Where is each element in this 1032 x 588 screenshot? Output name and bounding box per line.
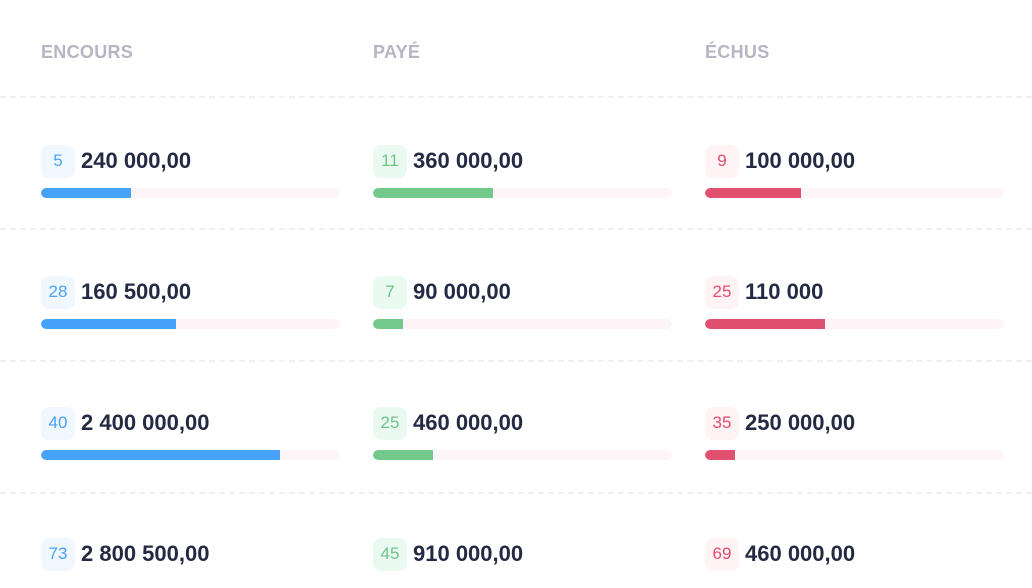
count-badge: 25 (373, 406, 407, 440)
amount: 100 000,00 (745, 148, 856, 173)
row-divider (0, 228, 1032, 230)
amount: 2 800 500,00 (81, 541, 210, 566)
count-badge: 7 (373, 275, 407, 309)
count-badge: 40 (41, 406, 75, 440)
progress-fill (41, 319, 176, 329)
amount: 360 000,00 (413, 148, 524, 173)
column-header-encours: ENCOURS (41, 42, 134, 62)
paye-cell[interactable]: 25 460 000,00 (373, 406, 672, 460)
progress-fill (41, 450, 281, 460)
count-badge: 9 (705, 144, 739, 178)
paye-cell[interactable]: 7 90 000,00 (373, 275, 672, 329)
count-badge: 11 (373, 144, 407, 178)
encours-cell[interactable]: 28 160 500,00 (41, 275, 340, 329)
echus-cell[interactable]: 25 110 000 (705, 275, 1004, 329)
progress-bar (41, 319, 340, 329)
progress-fill (705, 450, 735, 460)
amount: 910 000,00 (413, 541, 524, 566)
paye-cell[interactable]: 11 360 000,00 (373, 144, 672, 198)
progress-fill (373, 450, 433, 460)
count-badge: 25 (705, 275, 739, 309)
echus-cell[interactable]: 9 100 000,00 (705, 144, 1004, 198)
progress-fill (705, 188, 801, 198)
progress-fill (705, 319, 825, 329)
progress-bar (705, 188, 1004, 198)
amount: 460 000,00 (745, 541, 856, 566)
count-badge: 69 (705, 537, 739, 571)
encours-cell[interactable]: 73 2 800 500,00 (41, 537, 340, 571)
amount: 460 000,00 (413, 410, 524, 435)
count-badge: 35 (705, 406, 739, 440)
count-badge: 28 (41, 275, 75, 309)
progress-fill (373, 188, 493, 198)
echus-cell[interactable]: 35 250 000,00 (705, 406, 1004, 460)
progress-bar (373, 450, 672, 460)
amount: 240 000,00 (81, 148, 192, 173)
progress-bar (373, 188, 672, 198)
count-badge: 73 (41, 537, 75, 571)
column-header-paye: PAYÉ (373, 42, 421, 62)
echus-cell[interactable]: 69 460 000,00 (705, 537, 1004, 571)
column-header-echus: ÉCHUS (705, 42, 770, 62)
progress-bar (41, 450, 340, 460)
amount: 250 000,00 (745, 410, 856, 435)
progress-bar (373, 319, 672, 329)
progress-fill (373, 319, 403, 329)
count-badge: 5 (41, 144, 75, 178)
row-divider (0, 96, 1032, 98)
paye-cell[interactable]: 45 910 000,00 (373, 537, 672, 571)
amount: 110 000 (745, 279, 824, 304)
row-divider (0, 492, 1032, 494)
row-divider (0, 360, 1032, 362)
encours-cell[interactable]: 5 240 000,00 (41, 144, 340, 198)
amount: 90 000,00 (413, 279, 511, 304)
progress-bar (705, 450, 1004, 460)
amount: 160 500,00 (81, 279, 192, 304)
progress-bar (705, 319, 1004, 329)
amount: 2 400 000,00 (81, 410, 210, 435)
encours-cell[interactable]: 40 2 400 000,00 (41, 406, 340, 460)
progress-bar (41, 188, 340, 198)
progress-fill (41, 188, 131, 198)
count-badge: 45 (373, 537, 407, 571)
